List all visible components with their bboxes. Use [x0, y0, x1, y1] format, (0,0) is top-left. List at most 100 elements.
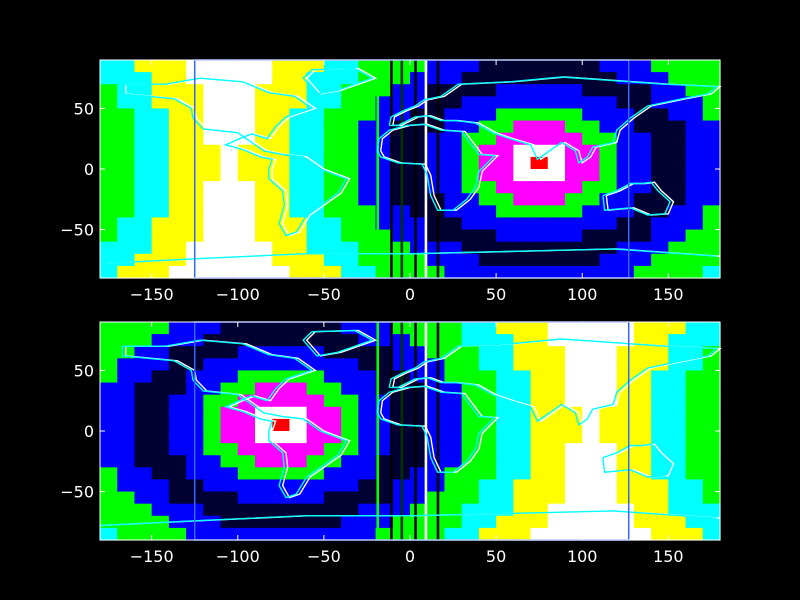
heatmap-cell: [272, 418, 291, 432]
heatmap-cell: [461, 144, 480, 158]
heatmap-cell: [117, 358, 136, 372]
heatmap-cell: [289, 144, 308, 158]
heatmap-cell: [651, 491, 669, 505]
heatmap-cell: [151, 217, 170, 231]
heatmap-cell: [651, 217, 669, 231]
heatmap-cell: [358, 406, 377, 420]
heatmap-cell: [151, 394, 170, 408]
heatmap-cell: [117, 503, 136, 517]
heatmap-cell: [341, 241, 359, 255]
heatmap-cell: [633, 169, 652, 182]
heatmap-cell: [530, 418, 549, 432]
heatmap-cell: [272, 322, 291, 335]
heatmap-cell: [530, 241, 549, 255]
heatmap-cell: [513, 346, 532, 359]
heatmap-cell: [134, 382, 153, 396]
heatmap-cell: [341, 418, 359, 432]
heatmap-cell: [203, 431, 222, 444]
heatmap-cell: [702, 479, 721, 493]
x-tick-label: 150: [653, 547, 684, 566]
heatmap-cell: [134, 503, 153, 517]
heatmap-cell: [323, 72, 342, 85]
heatmap-cell: [633, 265, 652, 279]
heatmap-cell: [444, 108, 463, 122]
heatmap-cell: [168, 229, 187, 243]
heatmap-cell: [100, 515, 118, 529]
heatmap-cell: [565, 169, 583, 182]
heatmap-cell: [220, 156, 239, 170]
heatmap-cell: [306, 253, 325, 267]
heatmap-cell: [633, 144, 652, 158]
heatmap-cell: [168, 132, 187, 146]
heatmap-cell: [547, 491, 566, 505]
heatmap-cell: [289, 156, 308, 170]
heatmap-cell: [134, 418, 153, 432]
heatmap-cell: [530, 253, 549, 267]
heatmap-cell: [616, 205, 635, 219]
heatmap-cell: [651, 346, 669, 359]
heatmap-cell: [151, 467, 170, 481]
heatmap-cell: [685, 265, 704, 279]
heatmap-cell: [616, 394, 635, 408]
heatmap-cell: [565, 479, 583, 493]
heatmap-cell: [220, 443, 239, 456]
heatmap-cell: [565, 181, 583, 194]
heatmap-cell: [513, 60, 532, 73]
heatmap-cell: [375, 193, 394, 206]
heatmap-cell: [323, 217, 342, 231]
heatmap-cell: [668, 217, 687, 231]
heatmap-cell: [306, 193, 325, 206]
heatmap-cell: [685, 334, 704, 347]
heatmap-cell: [272, 169, 291, 182]
heatmap-cell: [341, 491, 359, 505]
heatmap-cell: [289, 253, 308, 267]
heatmap-cell: [496, 156, 514, 170]
heatmap-cell: [151, 144, 170, 158]
heatmap-cell: [168, 181, 187, 194]
heatmap-cell: [685, 96, 704, 110]
heatmap-cell: [702, 418, 721, 432]
heatmap-cell: [341, 217, 359, 231]
heatmap-cell: [358, 144, 377, 158]
heatmap-cell: [168, 503, 187, 517]
heatmap-cell: [168, 358, 187, 372]
heatmap-cell: [513, 515, 532, 529]
heatmap-cell: [237, 322, 256, 335]
heatmap-cell: [599, 479, 618, 493]
heatmap-cell: [220, 169, 239, 182]
heatmap-cell: [289, 229, 308, 243]
heatmap-cell: [427, 132, 446, 146]
heatmap-cell: [478, 479, 497, 493]
heatmap-cell: [168, 96, 187, 110]
heatmap-cell: [547, 108, 566, 122]
heatmap-cell: [323, 491, 342, 505]
heatmap-cell: [237, 241, 256, 255]
heatmap-cell: [341, 467, 359, 481]
heatmap-cell: [306, 503, 325, 517]
heatmap-cell: [633, 479, 652, 493]
x-tick-label: 50: [486, 547, 506, 566]
heatmap-cell: [203, 205, 222, 219]
heatmap-cell: [134, 265, 153, 279]
heatmap-cell: [117, 205, 136, 219]
heatmap-cell: [323, 334, 342, 347]
heatmap-cell: [100, 108, 118, 122]
heatmap-cell: [668, 181, 687, 194]
heatmap-cell: [496, 503, 514, 517]
heatmap-cell: [565, 229, 583, 243]
heatmap-cell: [496, 144, 514, 158]
heatmap-cell: [289, 84, 308, 97]
heatmap-cell: [306, 108, 325, 122]
heatmap-cell: [237, 156, 256, 170]
heatmap-cell: [272, 265, 291, 279]
heatmap-cell: [496, 406, 514, 420]
stripe-artifact: [400, 60, 404, 278]
heatmap-cell: [478, 394, 497, 408]
heatmap-cell: [461, 322, 480, 335]
heatmap-cell: [633, 84, 652, 97]
heatmap-cell: [100, 479, 118, 493]
heatmap-cell: [702, 156, 721, 170]
heatmap-cell: [668, 322, 687, 335]
heatmap-cell: [565, 527, 583, 541]
